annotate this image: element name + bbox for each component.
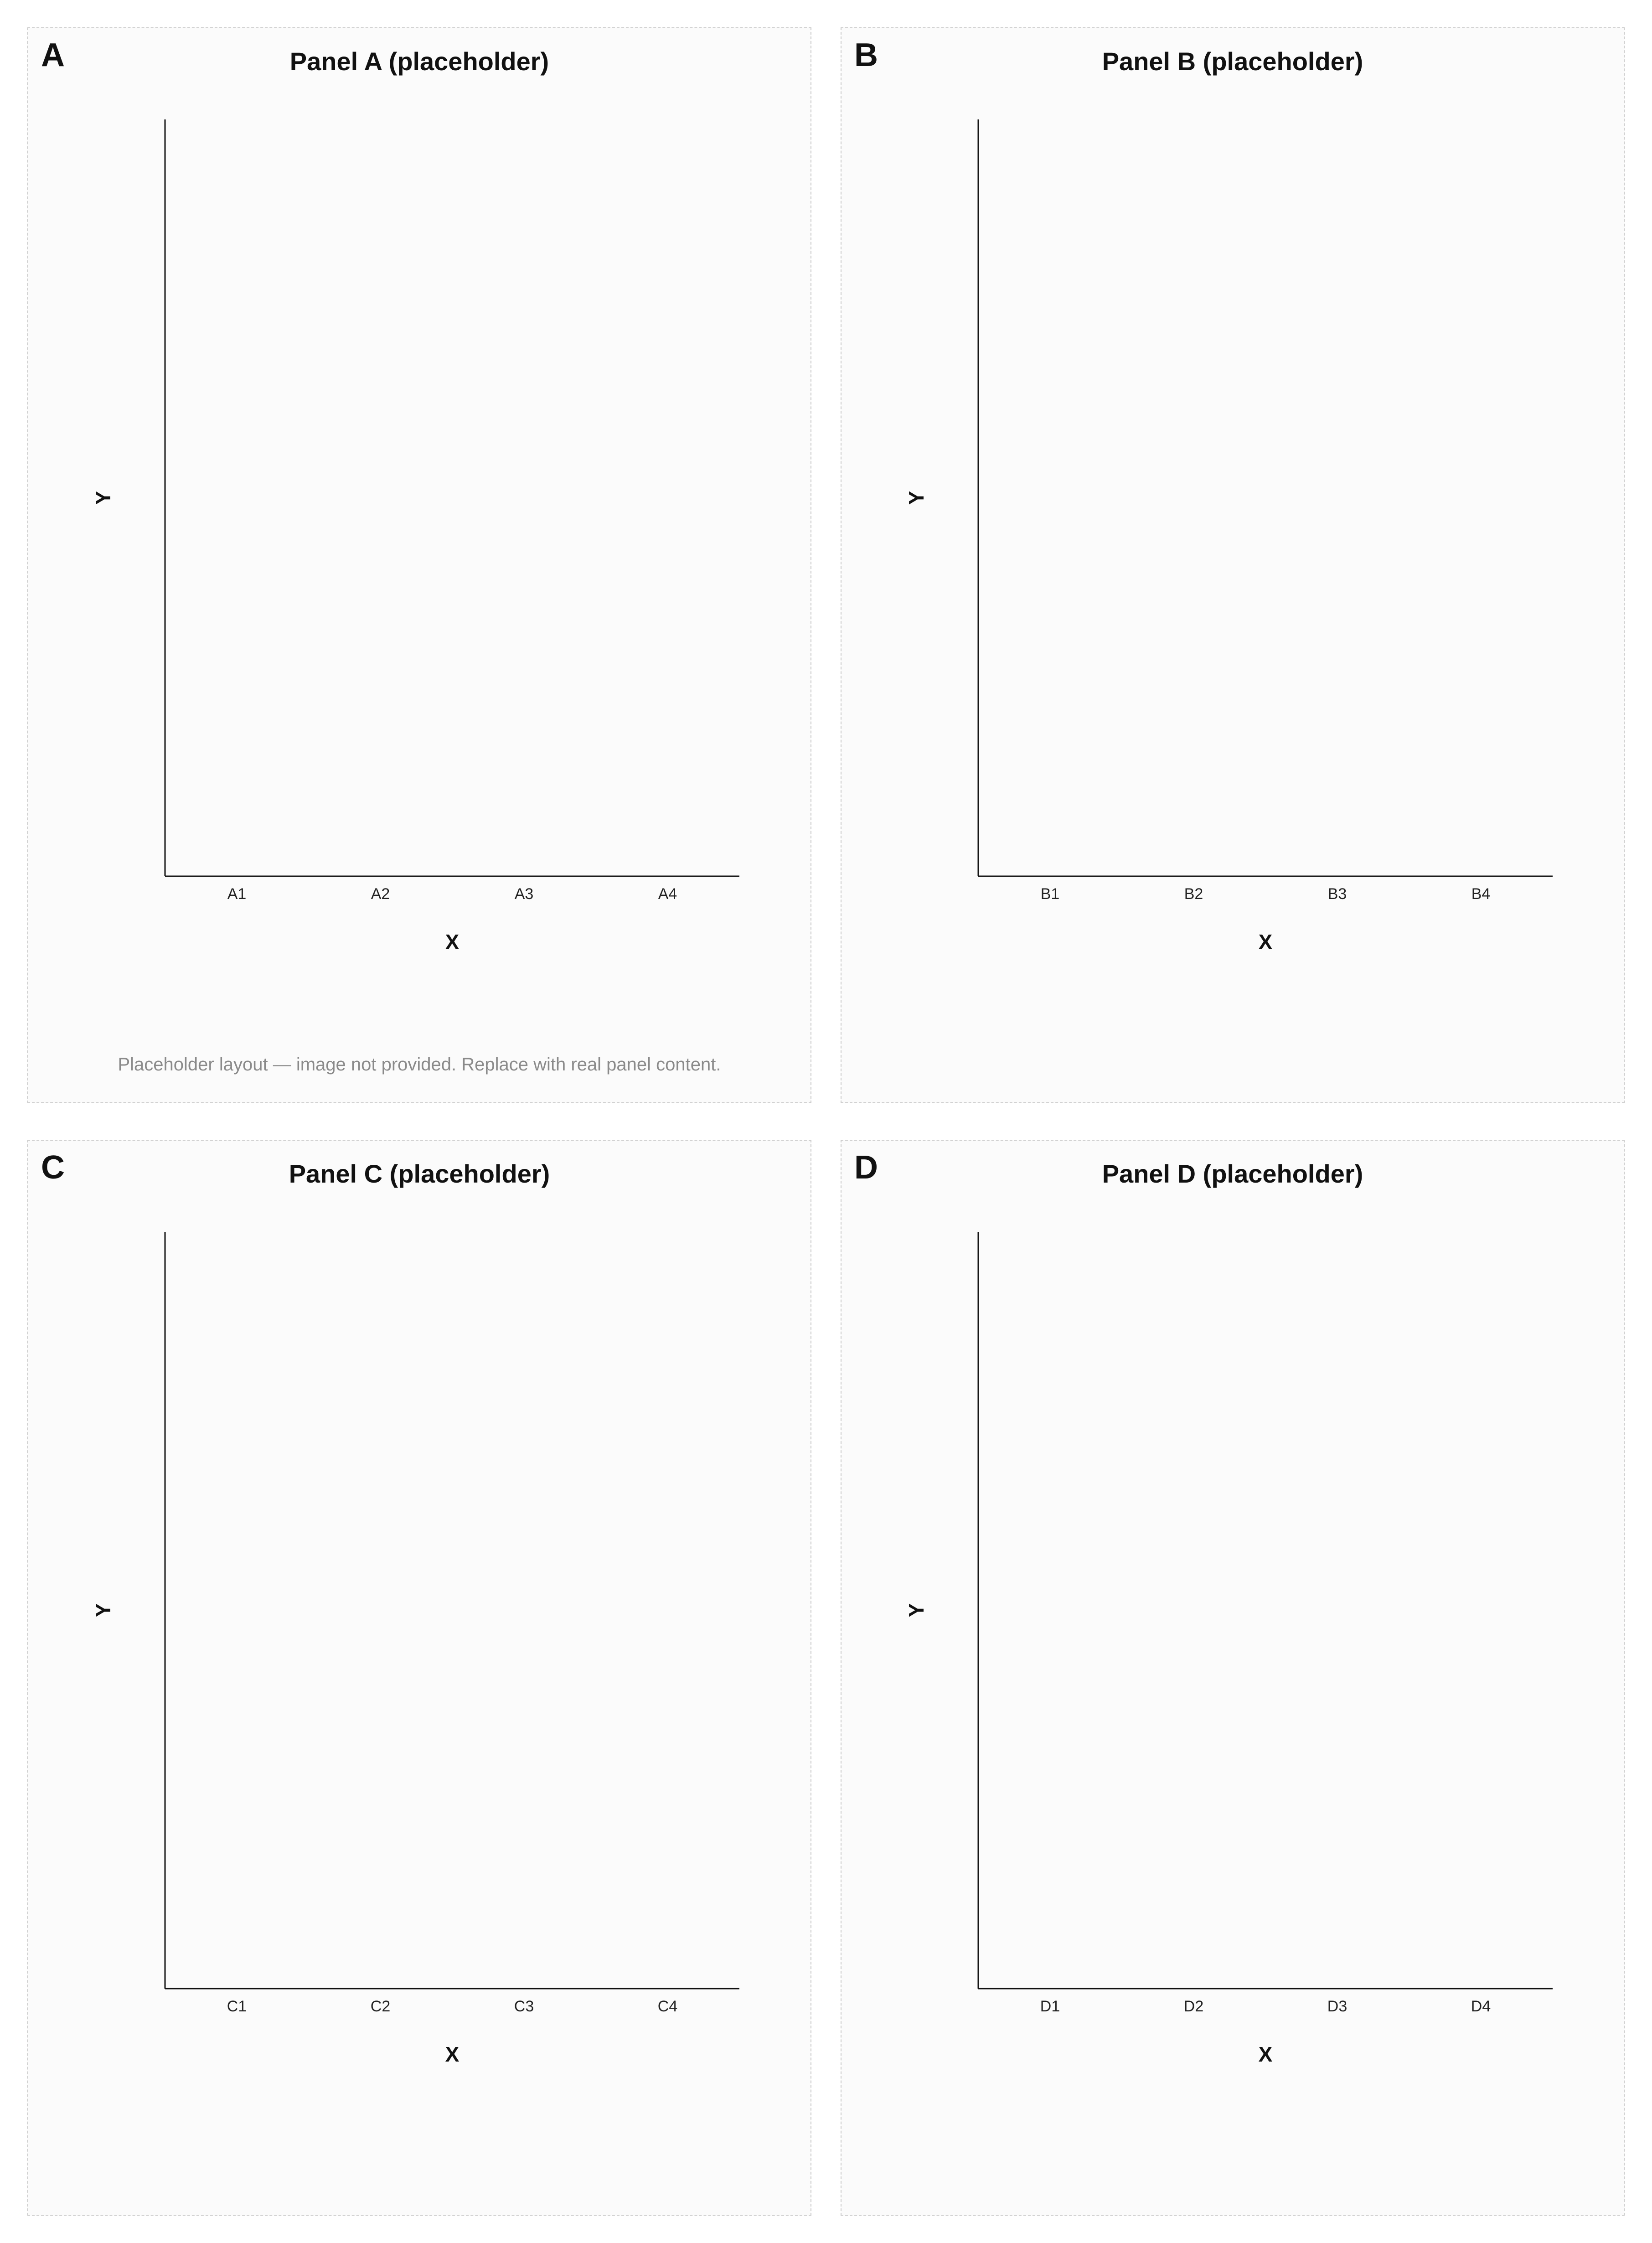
panel-d: D Panel D (placeholder) D1 D2 D3 D4 X Y: [841, 1140, 1625, 2216]
x-axis-title: X: [1259, 930, 1273, 954]
x-axis-title: X: [1259, 2042, 1273, 2066]
x-tick-label: C2: [371, 1998, 390, 2015]
x-tick-label: B2: [1184, 885, 1203, 903]
x-tick-label: C1: [227, 1998, 247, 2015]
panel-d-chart: D1 D2 D3 D4 X Y: [904, 1232, 1553, 2066]
panel-a-chart: A1 A2 A3 A4 X Y: [91, 119, 739, 954]
y-axis-title: Y: [904, 491, 928, 505]
x-axis-title: X: [445, 930, 459, 954]
x-tick-label: A2: [371, 885, 390, 903]
x-tick-label: C3: [514, 1998, 534, 2015]
x-tick-label: A1: [227, 885, 247, 903]
panel-c: C Panel C (placeholder) C1 C2 C3 C4 X Y: [27, 1140, 811, 2216]
panel-title: Panel B (placeholder): [1102, 47, 1363, 76]
panel-label: B: [854, 37, 878, 73]
x-tick-label: D1: [1040, 1998, 1060, 2015]
placeholder-note: Placeholder layout — image not provided.…: [118, 1054, 721, 1075]
panel-c-chart: C1 C2 C3 C4 X Y: [91, 1232, 739, 2066]
x-tick-label: D2: [1184, 1998, 1203, 2015]
panel-label: C: [41, 1149, 65, 1186]
panel-title: Panel A (placeholder): [289, 47, 549, 76]
x-tick-label: A4: [658, 885, 677, 903]
panel-a: A Panel A (placeholder) A1 A2 A3 A4 X Y Place…: [27, 27, 811, 1103]
panel-b-chart: B1 B2 B3 B4 X Y: [904, 119, 1553, 954]
x-tick-label: B1: [1041, 885, 1060, 903]
x-tick-label: B4: [1471, 885, 1491, 903]
panel-title: Panel C (placeholder): [289, 1159, 550, 1188]
x-tick-label: A3: [515, 885, 534, 903]
y-axis-title: Y: [904, 1603, 928, 1618]
y-axis-title: Y: [91, 491, 115, 505]
x-tick-label: D3: [1327, 1998, 1347, 2015]
x-axis-title: X: [445, 2042, 459, 2066]
y-axis-title: Y: [91, 1603, 115, 1618]
panel-label: D: [854, 1149, 878, 1186]
x-tick-label: D4: [1471, 1998, 1491, 2015]
panel-label: A: [41, 37, 65, 73]
panel-b: B Panel B (placeholder) B1 B2 B3 B4 X Y: [841, 27, 1625, 1103]
x-tick-label: B3: [1328, 885, 1347, 903]
panel-title: Panel D (placeholder): [1102, 1159, 1363, 1188]
x-tick-label: C4: [658, 1998, 677, 2015]
